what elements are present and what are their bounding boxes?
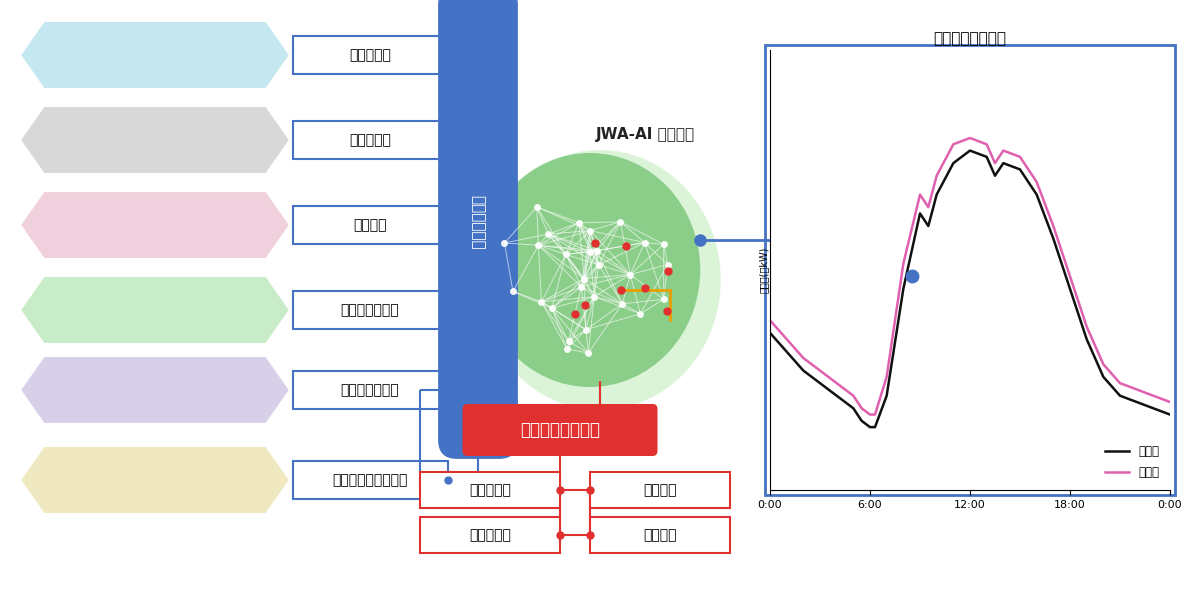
予測値 [868,411,882,418]
Text: データサイエンス: データサイエンス [520,421,600,439]
Bar [590,472,730,508]
Polygon shape [20,276,290,344]
予測値 [946,141,960,148]
予測値 [988,159,1002,166]
Ellipse shape [479,150,721,410]
実績値 [988,172,1002,179]
予測値 [1063,273,1078,280]
実績値 [896,285,911,293]
Bar [420,517,560,553]
予測値 [1013,153,1027,160]
実績値 [763,329,778,337]
Text: ビッグデータ: ビッグデータ [470,195,486,250]
予測値 [1112,380,1127,387]
予測値 [880,373,894,380]
予測値 [1129,386,1144,393]
予測値 [922,204,936,211]
実績値 [1146,404,1160,412]
実績値 [996,159,1010,166]
Legend: 実績値, 予測値: 実績値, 予測値 [1100,441,1164,484]
実績値 [1030,191,1044,198]
予測値 [1163,398,1177,406]
Title: 電力需要予測結果: 電力需要予測結果 [934,31,1007,46]
Y-axis label: 電需量(万kW): 電需量(万kW) [758,247,769,293]
実績値 [946,159,960,166]
予測値 [812,367,827,374]
Bar [293,291,448,329]
予測値 [796,355,810,362]
Bar [293,461,448,499]
Bar [293,36,448,74]
Text: 地域別電力需要: 地域別電力需要 [341,303,400,317]
実績値 [962,147,977,154]
実績値 [1112,392,1127,399]
Polygon shape [20,106,290,174]
実績値 [930,191,944,198]
予測値 [930,172,944,179]
実績値 [880,392,894,399]
実績値 [780,348,794,355]
Polygon shape [20,356,290,424]
予測値 [962,135,977,142]
Text: 気象モデル: 気象モデル [349,133,391,147]
Text: 統計理論: 統計理論 [643,528,677,542]
予測値 [1030,178,1044,186]
実績値 [854,417,869,424]
実績値 [812,380,827,387]
Text: 再生可能エネルギー: 再生可能エネルギー [332,473,408,487]
予測値 [780,335,794,343]
実績値 [979,153,994,160]
予測値 [979,141,994,148]
実績値 [846,404,860,412]
Text: 非線形解析: 非線形解析 [469,528,511,542]
Polygon shape [20,446,290,514]
Bar [293,206,448,244]
Bar [420,472,560,508]
Bar [590,517,730,553]
Polygon shape [20,191,290,259]
Polygon shape [20,21,290,89]
実績値 [922,222,936,230]
実績値 [1080,335,1094,343]
予測値 [896,260,911,267]
Text: 業種別電力需要: 業種別電力需要 [341,383,400,397]
Bar [766,45,1175,495]
予測値 [1096,361,1110,368]
予測値 [846,392,860,399]
Text: 気象予報士: 気象予報士 [349,48,391,62]
実績値 [1163,411,1177,418]
Ellipse shape [480,153,701,387]
実績値 [1013,166,1027,173]
Text: 気象観測: 気象観測 [353,218,386,232]
FancyBboxPatch shape [462,404,658,456]
実績値 [1096,373,1110,380]
実績値 [913,210,928,217]
実績値 [829,392,844,399]
予測値 [1046,222,1061,230]
実績値 [1129,398,1144,406]
予測値 [1146,392,1160,399]
予測値 [829,380,844,387]
実績値 [1063,285,1078,293]
Text: 複雑系解析: 複雑系解析 [469,483,511,497]
予測値 [854,404,869,412]
Text: 機械学習: 機械学習 [643,483,677,497]
実績値 [1046,235,1061,242]
予測値 [913,191,928,198]
Bar [293,371,448,409]
実績値 [863,424,877,431]
Bar [293,121,448,159]
実績値 [796,367,810,374]
予測値 [863,411,877,418]
予測値 [763,317,778,324]
予測値 [996,147,1010,154]
Line: 実績値: 実績値 [770,151,1170,427]
FancyBboxPatch shape [438,0,518,459]
Line: 予測値: 予測値 [770,138,1170,415]
Text: JWA-AI エンジン: JWA-AI エンジン [595,127,695,142]
実績値 [868,424,882,431]
予測値 [1080,323,1094,330]
